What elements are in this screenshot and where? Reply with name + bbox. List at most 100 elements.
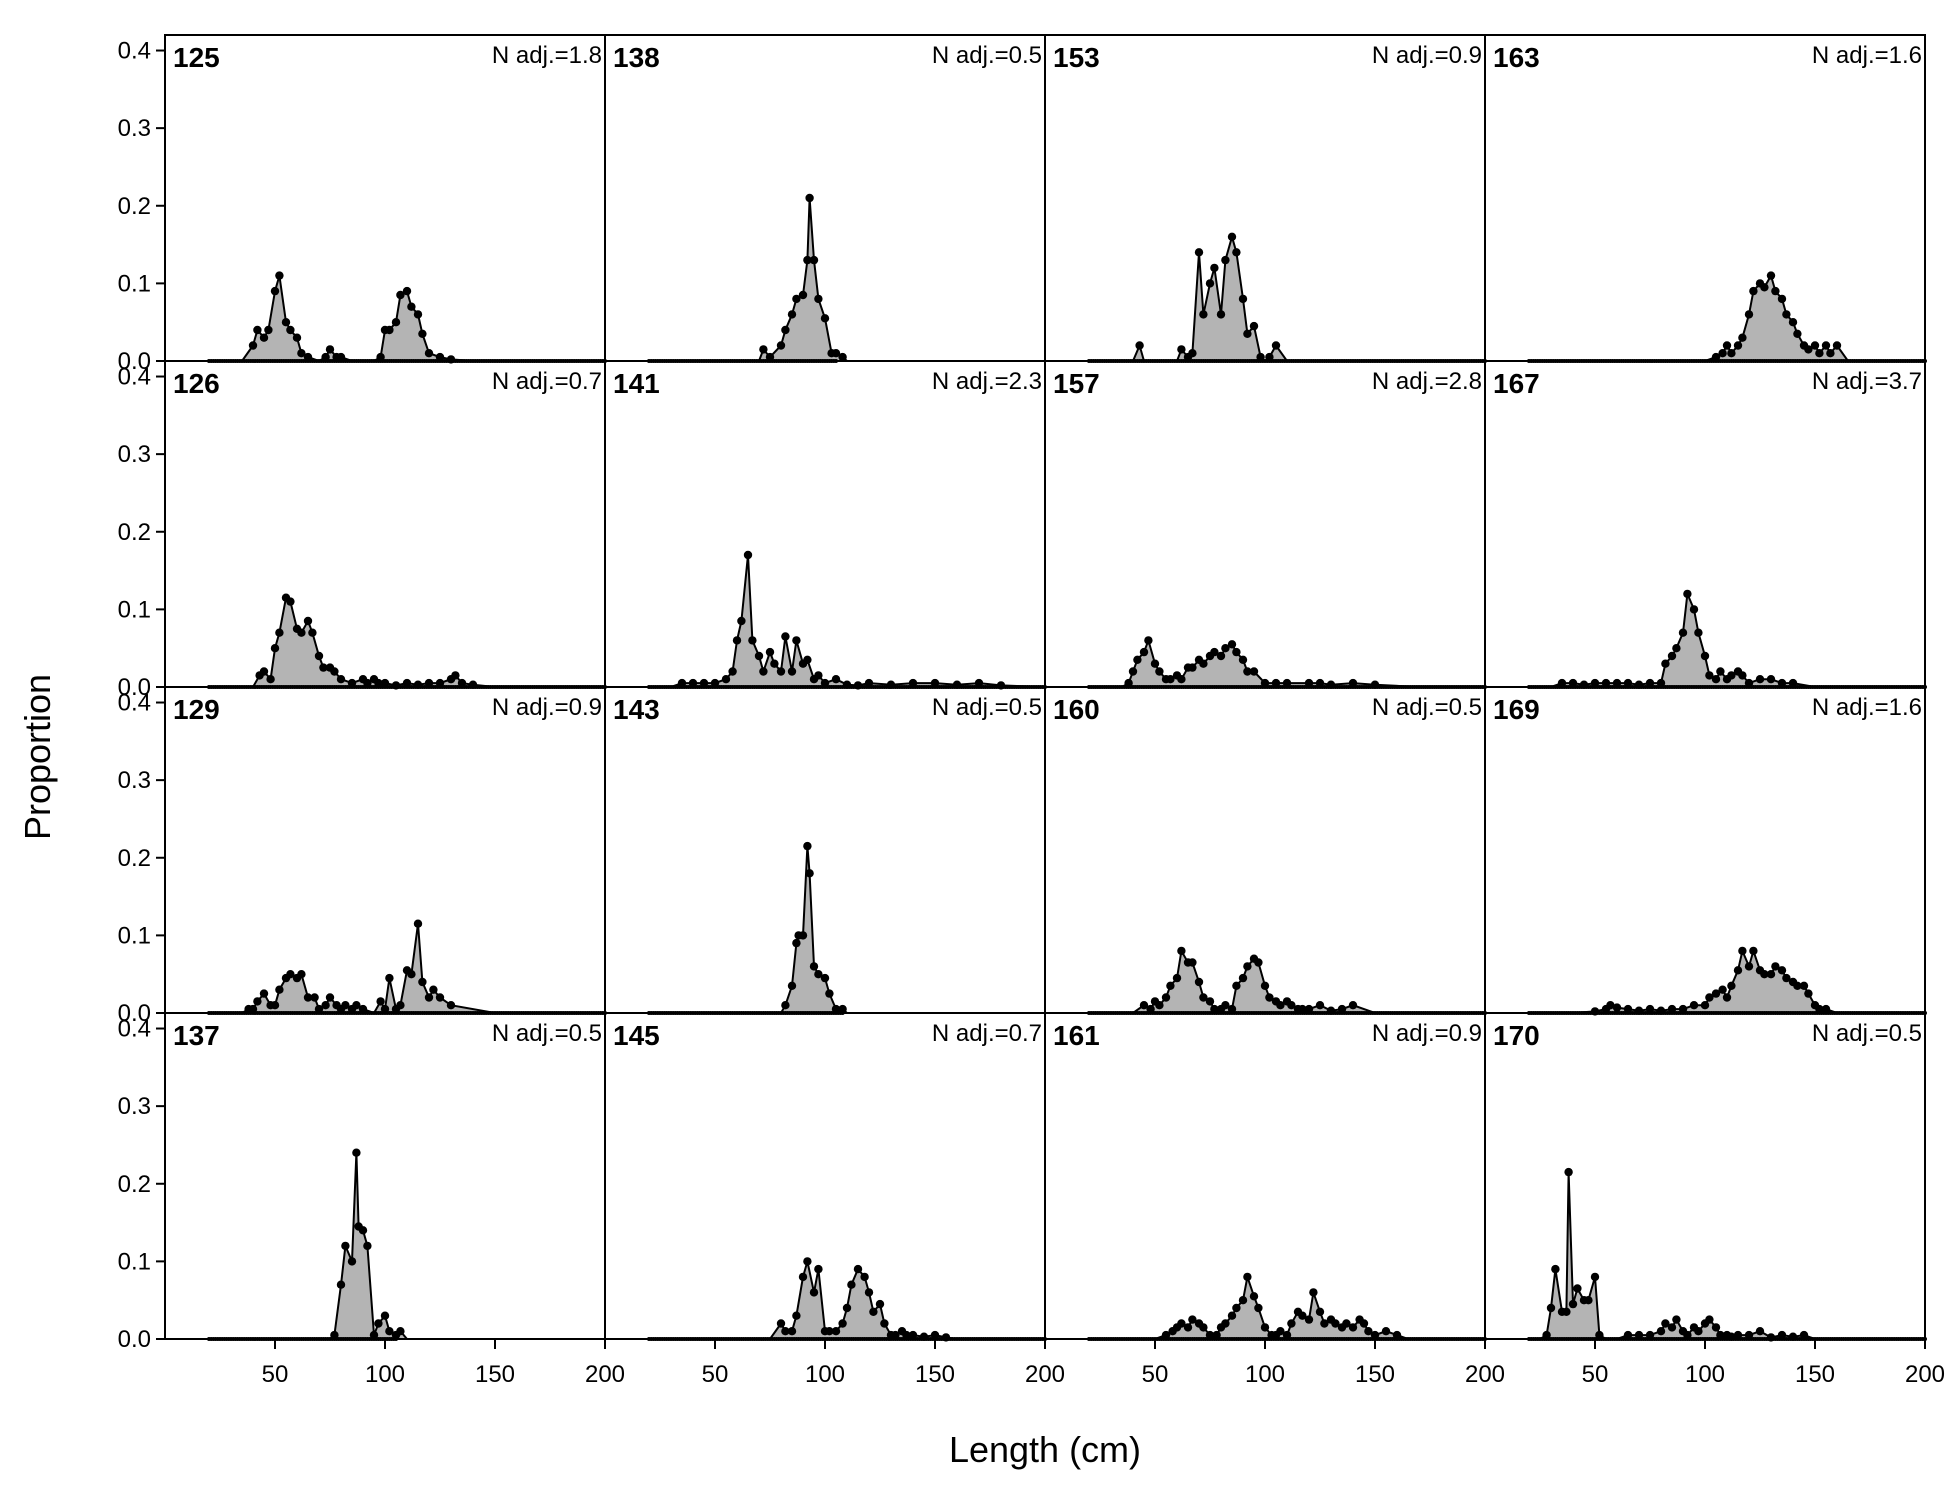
data-point xyxy=(1188,958,1197,967)
data-point xyxy=(1243,1272,1252,1282)
panel-n-adj-label: N adj.=0.7 xyxy=(492,368,602,395)
data-point xyxy=(352,1148,361,1157)
data-point xyxy=(402,286,412,296)
data-point xyxy=(1144,636,1153,645)
line-141 xyxy=(649,554,1046,688)
panel-n-adj-label: N adj.=0.9 xyxy=(1372,42,1482,69)
panel-167: 167 N adj.=3.7 xyxy=(1484,360,1927,689)
panel-125: 0.0 0.1 0.2 0.3 0.4 125 N adj.=1.8 xyxy=(118,34,607,375)
data-point xyxy=(1542,1330,1551,1340)
data-point xyxy=(1711,1323,1721,1332)
data-point xyxy=(1155,667,1164,676)
data-point xyxy=(1210,263,1219,273)
panel-id-label: 138 xyxy=(613,42,660,73)
data-point xyxy=(314,651,324,661)
data-point xyxy=(1238,973,1248,983)
data-point xyxy=(385,1327,394,1336)
panel-169: 169 N adj.=1.6 xyxy=(1484,686,1927,1016)
x-tick-label: 100 xyxy=(805,1361,845,1388)
data-point xyxy=(1221,255,1230,265)
data-point xyxy=(1221,1319,1230,1328)
data-point xyxy=(1199,1323,1208,1332)
data-point xyxy=(1232,248,1241,257)
data-point xyxy=(781,632,790,641)
data-point xyxy=(325,993,335,1002)
data-point xyxy=(435,993,445,1002)
data-point xyxy=(732,636,742,645)
data-point xyxy=(253,325,262,335)
data-point xyxy=(1667,1323,1677,1332)
panel-n-adj-label: N adj.=2.3 xyxy=(932,368,1042,395)
panel-frame xyxy=(164,34,606,362)
data-point xyxy=(1727,349,1736,358)
data-point xyxy=(677,678,687,688)
data-point xyxy=(325,345,335,354)
panel-157: 157 N adj.=2.8 xyxy=(1044,360,1487,689)
data-point xyxy=(787,667,797,676)
data-point xyxy=(1804,345,1813,354)
data-point xyxy=(1744,1330,1754,1340)
data-point xyxy=(1337,1004,1347,1014)
data-point xyxy=(1551,1264,1560,1274)
data-point xyxy=(1777,678,1787,688)
data-point xyxy=(424,349,434,358)
data-point xyxy=(1711,989,1721,998)
data-point xyxy=(941,1333,951,1342)
data-point xyxy=(814,1264,823,1274)
data-point xyxy=(1694,628,1703,637)
panel-n-adj-label: N adj.=0.5 xyxy=(1812,1020,1922,1047)
data-point xyxy=(1256,352,1265,362)
data-point xyxy=(776,667,786,676)
data-point xyxy=(1766,675,1776,684)
data-point xyxy=(864,1288,874,1297)
panel-137: 0.0 0.1 0.2 0.3 0.4 50 100 150 200 137 N adj.=0.5 xyxy=(118,1012,625,1388)
panel-126: 0.0 0.1 0.2 0.3 0.4 126 N adj.=0.7 xyxy=(118,360,607,701)
data-point xyxy=(1606,1001,1615,1010)
panel-160: 160 N adj.=0.5 xyxy=(1044,686,1487,1015)
data-point xyxy=(814,294,823,304)
data-point xyxy=(1672,1315,1681,1324)
data-point xyxy=(1601,678,1611,688)
panel-id-label: 126 xyxy=(173,368,220,399)
data-point xyxy=(396,1001,405,1010)
data-point xyxy=(1199,659,1208,668)
data-point xyxy=(286,325,295,335)
panel-n-adj-label: N adj.=0.9 xyxy=(492,694,602,721)
data-point xyxy=(710,678,720,688)
x-tick-label: 50 xyxy=(1582,1361,1609,1388)
data-point xyxy=(809,1288,819,1297)
y-tick-label: 0.0 xyxy=(118,1000,151,1027)
data-point xyxy=(1205,279,1215,288)
data-point xyxy=(418,329,427,338)
panel-id-label: 145 xyxy=(613,1020,660,1051)
data-point xyxy=(1711,675,1721,684)
line-161 xyxy=(1089,1272,1485,1340)
data-point xyxy=(1821,1004,1831,1014)
data-point xyxy=(902,1330,911,1340)
data-point xyxy=(798,290,808,300)
y-tick-label: 0.1 xyxy=(118,270,151,297)
data-point xyxy=(759,345,768,354)
data-point xyxy=(1287,1319,1296,1328)
data-point xyxy=(1146,1004,1155,1014)
panel-n-adj-label: N adj.=0.5 xyxy=(932,42,1042,69)
data-point xyxy=(1304,1004,1314,1014)
y-tick-label: 0.2 xyxy=(118,845,151,872)
data-point xyxy=(380,678,390,688)
y-tick-label: 0.0 xyxy=(118,348,151,375)
x-tick-label: 50 xyxy=(702,1361,729,1388)
data-point xyxy=(314,1004,324,1014)
y-tick-label: 0.0 xyxy=(118,1326,151,1353)
data-point xyxy=(1645,1330,1655,1340)
data-point xyxy=(1194,977,1204,987)
panel-frame xyxy=(604,1012,1046,1340)
data-point xyxy=(776,341,786,350)
panel-frame xyxy=(604,360,1046,688)
panel-n-adj-label: N adj.=1.8 xyxy=(492,42,602,69)
panel-frame xyxy=(1044,34,1486,362)
panel-145: 50 100 150 200 145 N adj.=0.7 xyxy=(604,1012,1065,1388)
data-point xyxy=(1177,1319,1186,1328)
panel-id-label: 169 xyxy=(1493,694,1540,725)
data-point xyxy=(380,1311,390,1320)
